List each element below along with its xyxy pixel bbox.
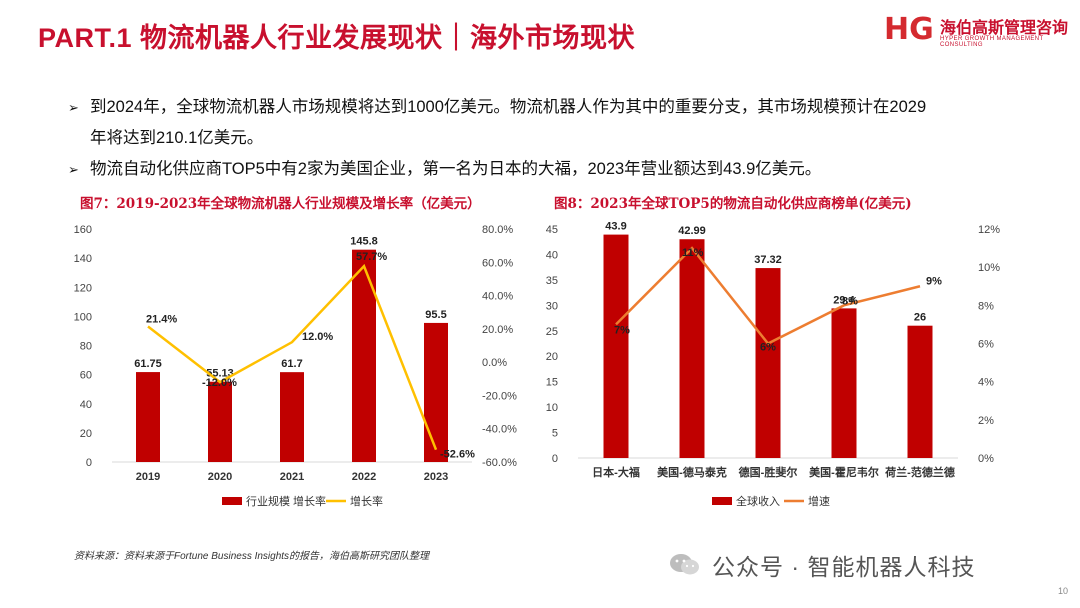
bullet-1-line-1: 到2024年，全球物流机器人市场规模将达到1000亿美元。物流机器人作为其中的重… xyxy=(90,98,927,116)
category-tick-label: 2022 xyxy=(352,471,376,483)
left-axis-tick-label: 80 xyxy=(80,341,92,353)
legend-line-label: 增长率 xyxy=(350,494,383,508)
right-axis-tick-label: -20.0% xyxy=(482,390,517,402)
category-tick-label: 2020 xyxy=(208,471,232,483)
left-axis-tick-label: 20 xyxy=(80,428,92,440)
legend-bar-swatch xyxy=(222,497,242,505)
bar-value-label: 61.75 xyxy=(134,358,162,370)
chart2-title: 图8：2023年全球TOP5的物流自动化供应商榜单(亿美元) xyxy=(554,196,912,212)
category-tick-label: 2021 xyxy=(280,471,304,483)
right-axis-tick-label: 20.0% xyxy=(482,324,513,336)
bullet-item-2: ➢ 物流自动化供应商TOP5中有2家为美国企业，第一名为日本的大福，2023年营… xyxy=(68,154,1028,185)
category-tick-label: 2019 xyxy=(136,471,160,483)
bullet-item-1: ➢ 到2024年，全球物流机器人市场规模将达到1000亿美元。物流机器人作为其中… xyxy=(68,92,1028,154)
bar xyxy=(352,249,376,462)
left-axis-tick-label: 0 xyxy=(86,457,92,469)
logo-chinese-name: 海伯高斯管理咨询 xyxy=(940,20,1069,37)
right-axis-tick-label: -60.0% xyxy=(482,457,517,469)
summary-bullets: ➢ 到2024年，全球物流机器人市场规模将达到1000亿美元。物流机器人作为其中… xyxy=(68,92,1028,185)
bar xyxy=(136,372,160,462)
left-axis-tick-label: 160 xyxy=(74,224,92,236)
right-axis-tick-label: 0.0% xyxy=(482,357,507,369)
wechat-icon xyxy=(670,554,699,575)
right-axis-tick-label: 80.0% xyxy=(482,224,513,236)
line-value-label: 21.4% xyxy=(146,314,177,326)
bullet-arrow-icon: ➢ xyxy=(68,162,79,177)
line-value-label: 12.0% xyxy=(302,331,333,343)
left-axis-tick-label: 40 xyxy=(80,399,92,411)
line-value-label: 57.7% xyxy=(356,251,387,263)
bar-value-label: 61.7 xyxy=(281,358,302,370)
bullet-arrow-icon: ➢ xyxy=(68,100,79,115)
bar-value-label: 95.5 xyxy=(425,309,446,321)
watermark-text: 公众号 · 智能机器人科技 xyxy=(712,554,976,580)
legend-bar-label: 行业规模 增长率 xyxy=(246,494,326,508)
line-value-label: -52.6% xyxy=(440,449,475,461)
logo-english-name: HYPER GROWTH MANAGEMENT CONSULTING xyxy=(940,36,1044,48)
bullet-1-line-2: 年将达到210.1亿美元。 xyxy=(90,129,264,147)
bar-value-label: 145.8 xyxy=(350,236,378,248)
logo-mark: HG xyxy=(884,12,934,47)
right-axis-tick-label: 40.0% xyxy=(482,291,513,303)
category-tick-label: 2023 xyxy=(424,471,448,483)
bar xyxy=(424,322,448,462)
left-axis-tick-label: 120 xyxy=(74,282,92,294)
company-logo: HG 海伯高斯管理咨询 HYPER GROWTH MANAGEMENT CONS… xyxy=(884,12,1074,48)
page-title: PART.1 物流机器人行业发展现状｜海外市场现状 xyxy=(38,23,636,53)
right-axis-tick-label: 60.0% xyxy=(482,257,513,269)
right-axis-tick-label: -40.0% xyxy=(482,424,517,436)
source-note: 资料来源：资料来源于Fortune Business Insights的报告，海… xyxy=(74,551,430,562)
chart1-title: 图7：2019-2023年全球物流机器人行业规模及增长率（亿美元） xyxy=(80,196,481,212)
page-number: 10 xyxy=(1058,586,1069,596)
left-axis-tick-label: 60 xyxy=(80,370,92,382)
left-axis-tick-label: 100 xyxy=(74,311,92,323)
left-axis-tick-label: 140 xyxy=(74,253,92,265)
line-value-label: -12.0% xyxy=(202,377,237,389)
growth-line xyxy=(147,263,438,451)
bullet-2-text: 物流自动化供应商TOP5中有2家为美国企业，第一名为日本的大福，2023年营业额… xyxy=(90,160,822,178)
bar xyxy=(280,372,304,462)
bar xyxy=(208,381,232,462)
